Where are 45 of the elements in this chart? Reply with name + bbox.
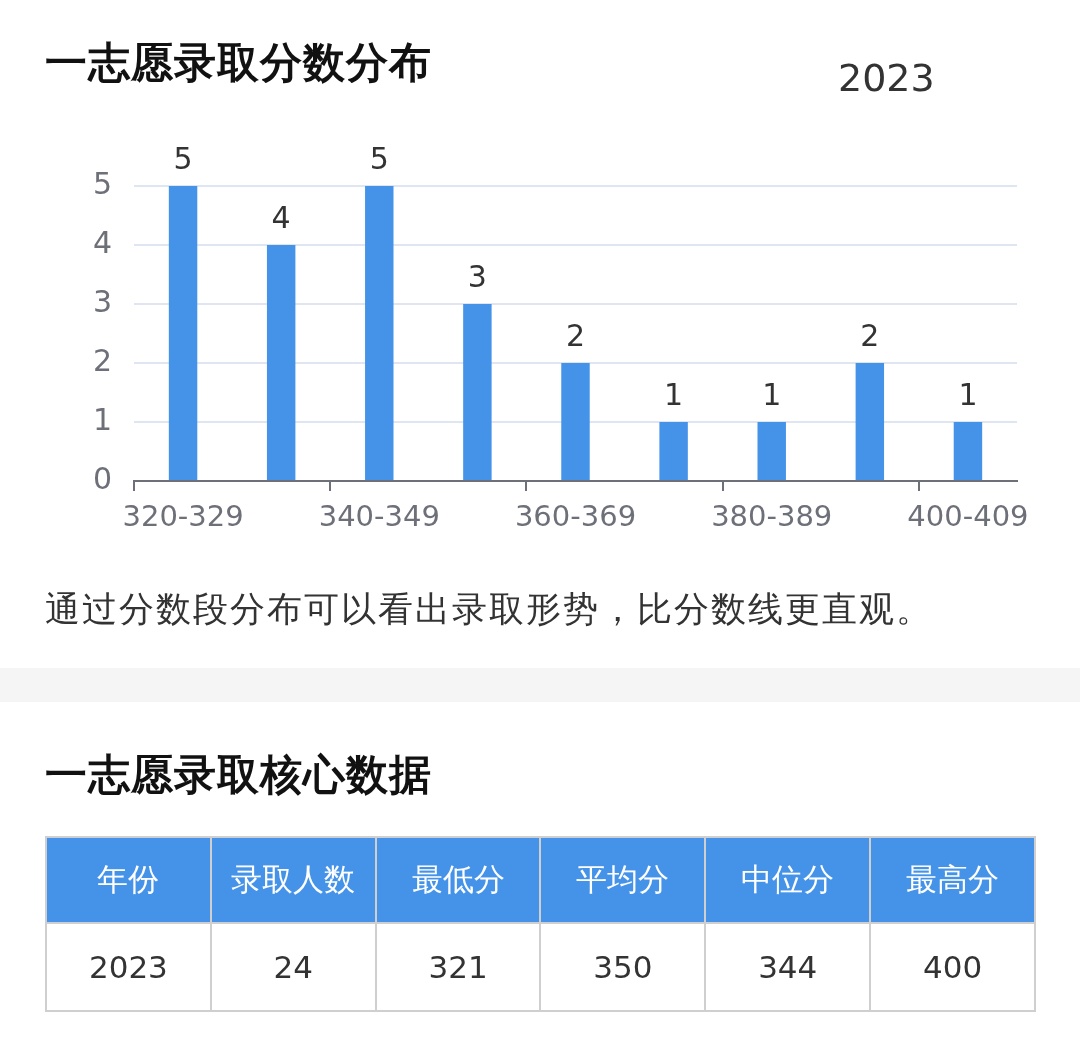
y-tick-label: 0	[92, 460, 112, 496]
y-tick-label: 1	[92, 401, 112, 437]
bar	[266, 245, 296, 480]
bar	[365, 186, 394, 480]
bar	[463, 304, 492, 480]
category-label: 最高分	[870, 837, 1035, 923]
category-label: 年份	[46, 837, 211, 923]
category-label: 平均分	[540, 837, 706, 923]
bar	[561, 363, 590, 480]
data-label: 344	[705, 923, 871, 1011]
chart-title: 一志愿录取分数分布	[45, 38, 432, 87]
x-tick-label: 400-409	[907, 498, 1029, 533]
data-label: 321	[375, 923, 541, 1011]
y-tick-label: 2	[92, 342, 112, 378]
data-label: 400	[870, 923, 1035, 1011]
data-label: 2023	[46, 923, 211, 1011]
bar	[953, 422, 983, 480]
text: 一志愿录取核心数据	[45, 750, 432, 799]
bar	[659, 422, 688, 480]
x-tick-label: 380-389	[711, 498, 833, 533]
data-label: 3	[467, 258, 487, 294]
data-label: 5	[369, 140, 389, 176]
y-tick-label: 4	[92, 224, 112, 260]
y-tick-label: 3	[92, 283, 112, 319]
x-tick-label: 340-349	[318, 498, 440, 533]
bar	[168, 186, 198, 480]
data-label: 4	[271, 199, 291, 235]
text: 通过分数段分布可以看出录取形势，比分数线更直观。	[45, 589, 933, 629]
data-label: 2	[565, 317, 586, 353]
bar	[757, 422, 786, 480]
data-label: 350	[540, 923, 706, 1011]
category-label: 中位分	[705, 837, 871, 923]
category-label: 录取人数	[210, 837, 376, 923]
data-label: 24	[210, 923, 376, 1011]
data-label: 1	[762, 376, 782, 412]
category-label: 最低分	[375, 837, 541, 923]
x-tick-label: 320-329	[122, 498, 244, 533]
data-label: 2	[860, 317, 880, 353]
x-tick-label: 360-369	[514, 498, 637, 533]
data-label: 5	[173, 140, 193, 176]
data-label: 1	[664, 376, 684, 412]
bar	[855, 363, 885, 480]
chart-subtitle: 2023	[838, 56, 935, 100]
y-tick-label: 5	[92, 165, 112, 201]
data-label: 1	[958, 376, 978, 412]
